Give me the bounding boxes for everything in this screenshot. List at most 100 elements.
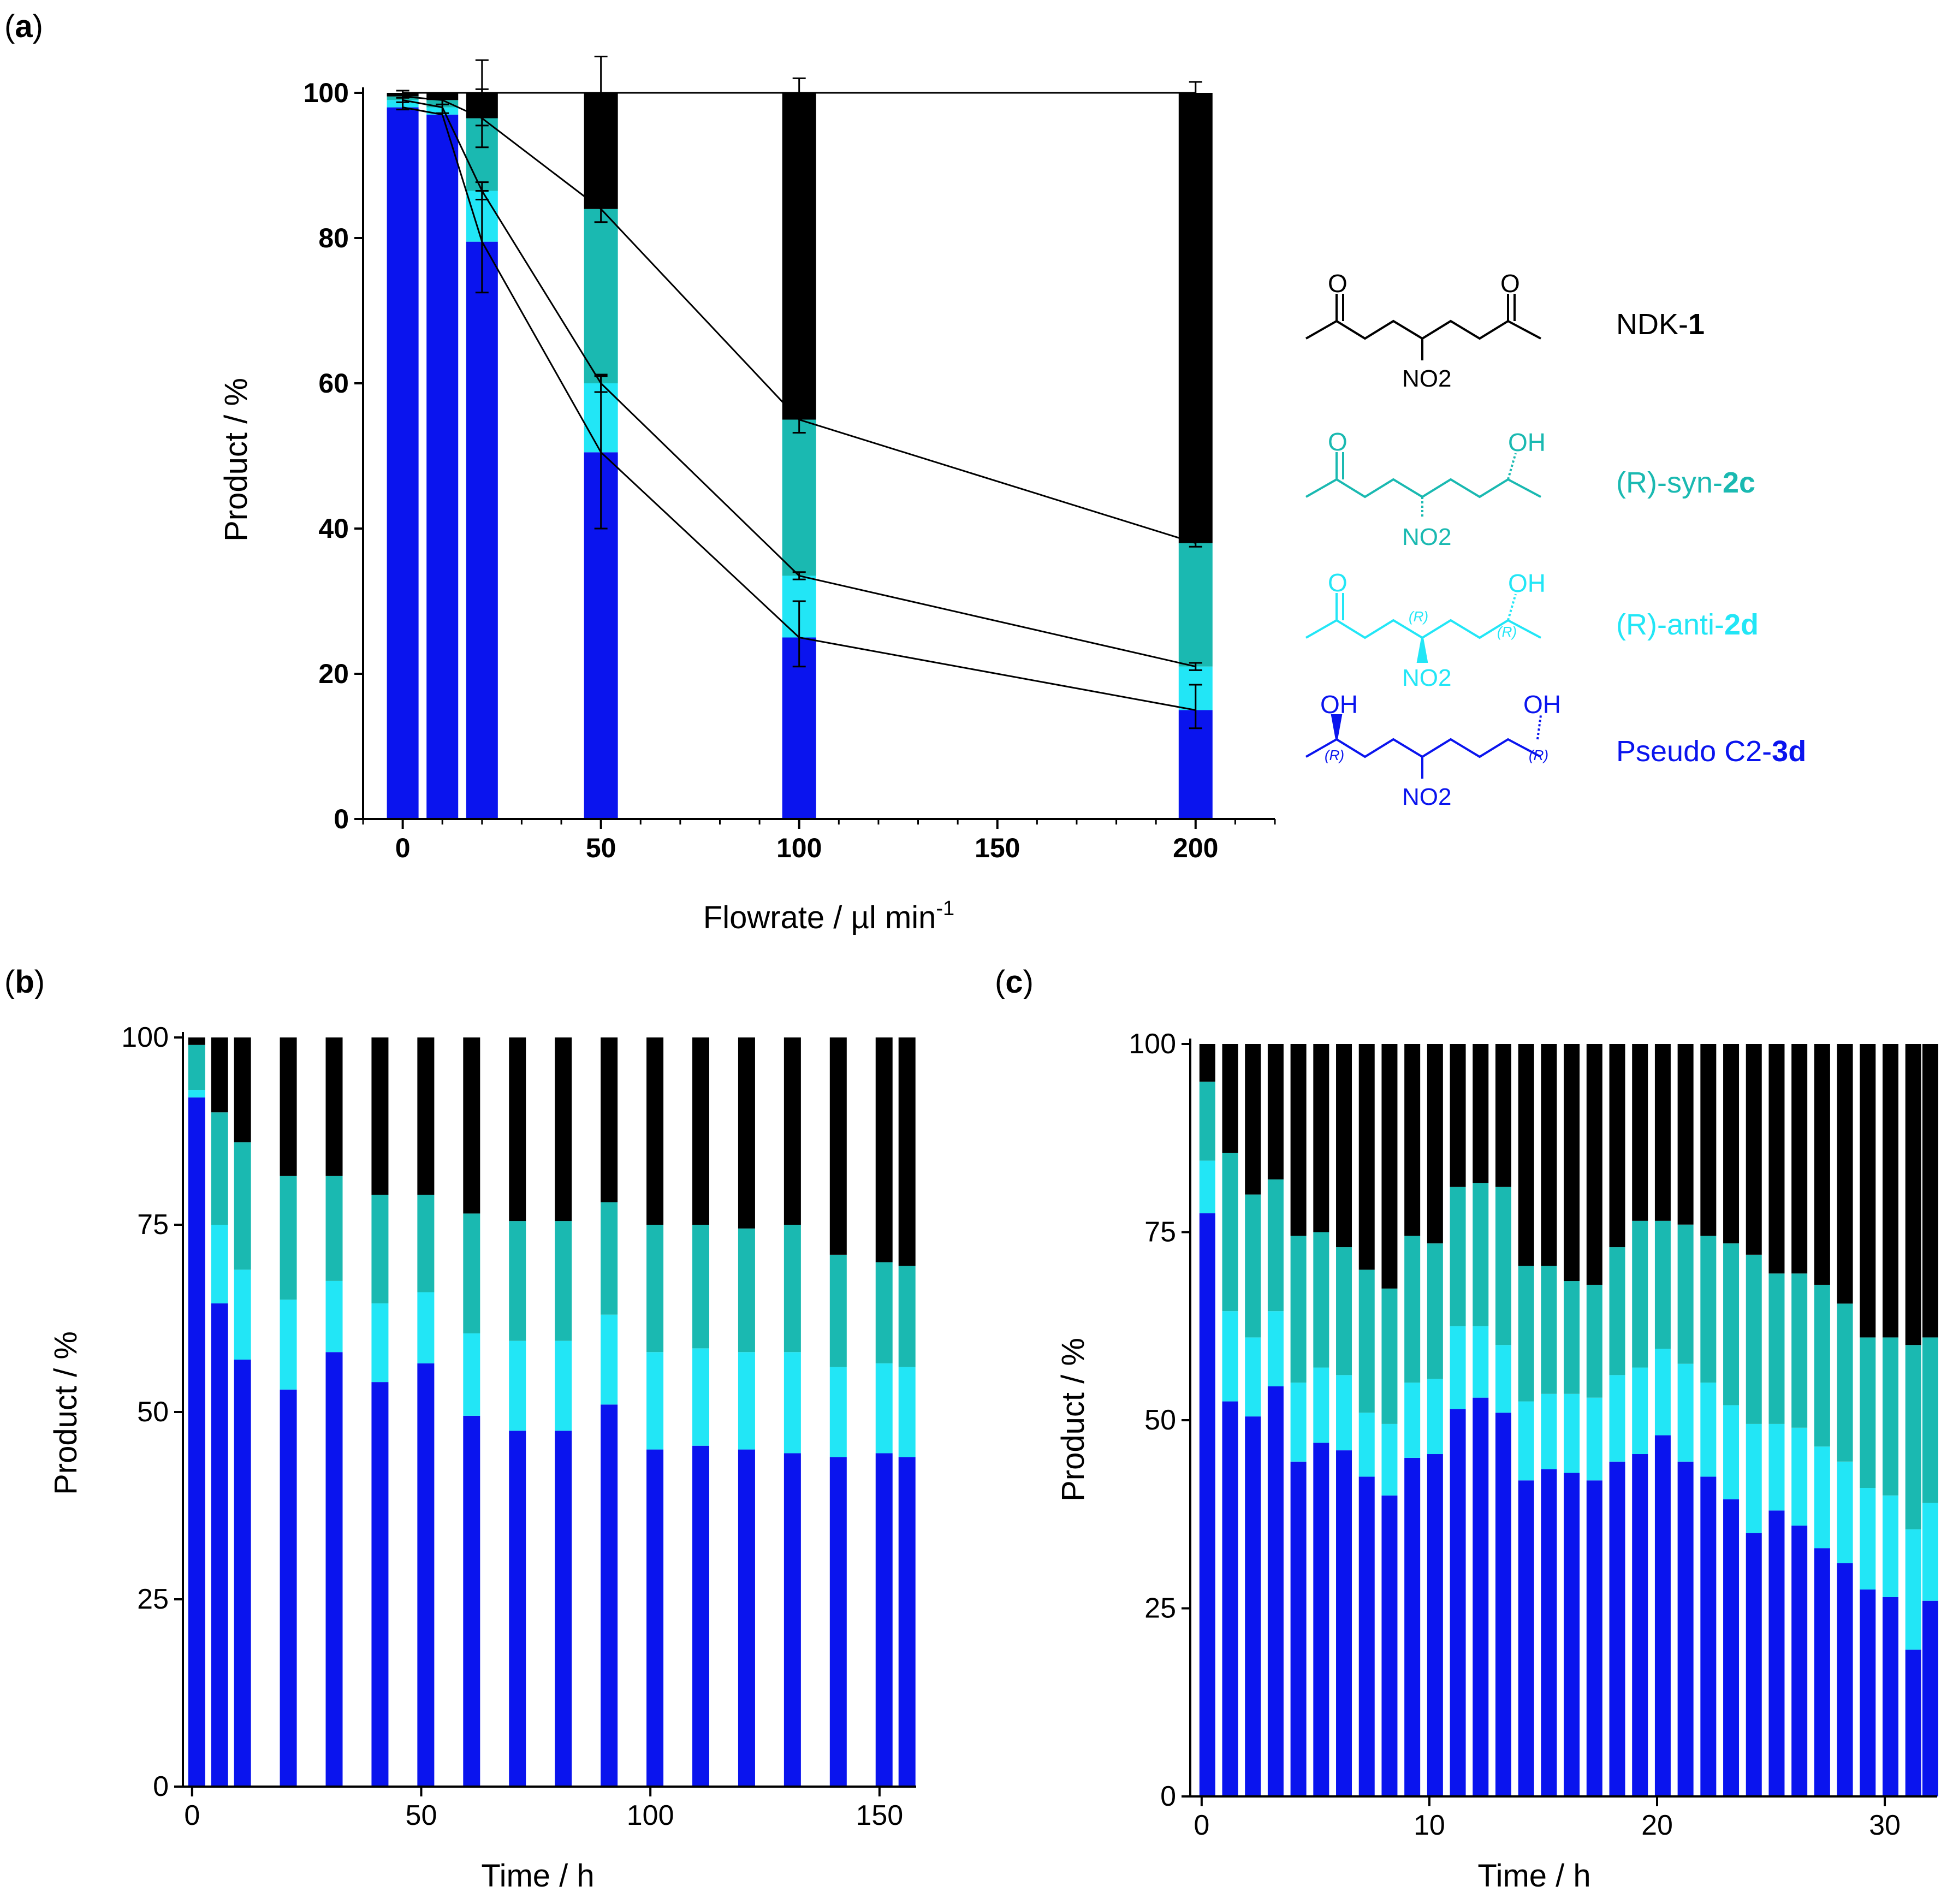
bar-b-pseudo-c2-3d-5 bbox=[371, 1382, 389, 1787]
y-tick-label-c-100: 100 bbox=[1129, 1028, 1176, 1060]
x-tick-label-c-30: 30 bbox=[1869, 1810, 1901, 1841]
bar-c--r-anti-2d-5 bbox=[1313, 1367, 1329, 1443]
bar-b--r-anti-2d-2 bbox=[234, 1270, 251, 1360]
bar-c--r-anti-2d-29 bbox=[1860, 1488, 1876, 1590]
bar-a-ndk-1-5 bbox=[1178, 93, 1213, 543]
axes-c: 0 25 50 75 100 0 10 20 30 bbox=[1129, 1028, 1937, 1841]
bar-b--r-syn-2c-16 bbox=[875, 1262, 893, 1363]
y-tick-label-a-40: 40 bbox=[318, 513, 349, 544]
bar-c-ndk-1-7 bbox=[1358, 1044, 1375, 1270]
bar-b-pseudo-c2-3d-6 bbox=[417, 1363, 435, 1787]
bar-b--r-anti-2d-4 bbox=[325, 1280, 343, 1353]
y-tick-label-b-100: 100 bbox=[121, 1022, 169, 1053]
bar-b--r-syn-2c-11 bbox=[646, 1225, 664, 1353]
bar-b--r-syn-2c-13 bbox=[738, 1228, 755, 1353]
bar-b-pseudo-c2-3d-11 bbox=[646, 1449, 664, 1787]
bar-b--r-anti-2d-6 bbox=[417, 1292, 435, 1363]
bar-c-ndk-1-16 bbox=[1564, 1044, 1580, 1282]
bar-c--r-anti-2d-9 bbox=[1404, 1383, 1421, 1458]
bars-c bbox=[1199, 1044, 1938, 1796]
x-tick-label-b-150: 150 bbox=[856, 1800, 903, 1831]
bar-b-ndk-1-7 bbox=[463, 1037, 480, 1214]
chart-flowrate: 0 20 40 60 80 100 0 50 100 150 200 Flowrate / µl m… bbox=[218, 56, 1276, 935]
bar-b-ndk-1-2 bbox=[234, 1037, 251, 1143]
bar-c-ndk-1-19 bbox=[1632, 1044, 1648, 1221]
bar-b-pseudo-c2-3d-10 bbox=[601, 1404, 618, 1787]
bar-b--r-anti-2d-11 bbox=[646, 1352, 664, 1450]
x-tick-label-a-50: 50 bbox=[586, 833, 616, 863]
bar-c--r-syn-2c-29 bbox=[1860, 1337, 1876, 1488]
panel-label-b: (b) bbox=[4, 964, 45, 1000]
bar-c-ndk-1-17 bbox=[1586, 1044, 1602, 1285]
bar-b--r-syn-2c-5 bbox=[371, 1195, 389, 1304]
bar-c--r-syn-2c-21 bbox=[1677, 1224, 1694, 1364]
bar-a-pseudo-c2-3d-0 bbox=[387, 107, 419, 820]
bar-c--r-syn-2c-24 bbox=[1746, 1254, 1762, 1424]
bar-c-ndk-1-10 bbox=[1427, 1044, 1443, 1244]
legend-entry-syn: O OH NO2 (R)-syn-2c bbox=[1305, 428, 1755, 550]
bar-c--r-anti-2d-31 bbox=[1905, 1529, 1921, 1650]
bar-c--r-syn-2c-3 bbox=[1267, 1179, 1284, 1312]
bar-b-ndk-1-3 bbox=[280, 1037, 297, 1176]
bar-c-pseudo-c2-3d-5 bbox=[1313, 1443, 1329, 1796]
bar-b--r-syn-2c-8 bbox=[509, 1221, 526, 1341]
bar-b--r-syn-2c-2 bbox=[234, 1142, 251, 1270]
y-tick-label-a-80: 80 bbox=[318, 223, 349, 253]
bar-c-ndk-1-13 bbox=[1495, 1044, 1511, 1187]
bar-c--r-anti-2d-3 bbox=[1267, 1311, 1284, 1386]
bar-c-ndk-1-0 bbox=[1199, 1044, 1215, 1082]
bar-c-pseudo-c2-3d-4 bbox=[1290, 1461, 1307, 1796]
bar-c--r-anti-2d-0 bbox=[1199, 1160, 1215, 1214]
pseudo-r2: (R) bbox=[1529, 747, 1548, 763]
anti-o1: O bbox=[1328, 568, 1348, 597]
bar-c--r-anti-2d-12 bbox=[1473, 1326, 1489, 1398]
bar-c-ndk-1-31 bbox=[1905, 1044, 1921, 1345]
bar-b-pseudo-c2-3d-14 bbox=[783, 1453, 801, 1787]
bar-b--r-syn-2c-12 bbox=[692, 1225, 709, 1349]
bar-c--r-anti-2d-2 bbox=[1245, 1337, 1261, 1417]
pseudo-r1: (R) bbox=[1325, 747, 1344, 763]
bar-b--r-syn-2c-9 bbox=[555, 1221, 572, 1341]
bar-c-pseudo-c2-3d-2 bbox=[1245, 1416, 1261, 1796]
bar-c-pseudo-c2-3d-3 bbox=[1267, 1386, 1284, 1796]
bar-c--r-anti-2d-7 bbox=[1358, 1413, 1375, 1477]
bar-c--r-anti-2d-11 bbox=[1450, 1326, 1466, 1409]
bar-c-pseudo-c2-3d-1 bbox=[1222, 1401, 1238, 1796]
bar-c-ndk-1-8 bbox=[1381, 1044, 1398, 1289]
bar-b--r-anti-2d-13 bbox=[738, 1352, 755, 1450]
bar-b-pseudo-c2-3d-7 bbox=[463, 1415, 480, 1787]
chart-time-long: 0 25 50 75 100 0 50 100 150 Time / h Product / % bbox=[48, 1022, 916, 1894]
bar-a-pseudo-c2-3d-4 bbox=[782, 637, 816, 819]
y-tick-label-c-0: 0 bbox=[1160, 1781, 1176, 1812]
bar-b-ndk-1-13 bbox=[738, 1037, 755, 1229]
bar-c--r-syn-2c-1 bbox=[1222, 1153, 1238, 1312]
bar-c--r-syn-2c-16 bbox=[1564, 1281, 1580, 1394]
bar-b-pseudo-c2-3d-17 bbox=[898, 1457, 916, 1787]
bar-c-ndk-1-15 bbox=[1541, 1044, 1557, 1266]
bar-c--r-syn-2c-8 bbox=[1381, 1288, 1398, 1424]
bar-c--r-syn-2c-5 bbox=[1313, 1232, 1329, 1368]
bar-b-ndk-1-0 bbox=[188, 1037, 205, 1045]
bar-b--r-syn-2c-7 bbox=[463, 1213, 480, 1333]
bar-c--r-syn-2c-27 bbox=[1814, 1284, 1830, 1447]
bar-c--r-anti-2d-17 bbox=[1586, 1397, 1602, 1481]
ylabel-b: Product / % bbox=[48, 1331, 84, 1495]
bar-c--r-syn-2c-15 bbox=[1541, 1266, 1557, 1394]
y-tick-label-a-60: 60 bbox=[318, 368, 349, 399]
x-tick-label-a-100: 100 bbox=[776, 833, 822, 863]
bar-c--r-anti-2d-8 bbox=[1381, 1423, 1398, 1496]
bar-b-pseudo-c2-3d-0 bbox=[188, 1097, 205, 1787]
bar-b-pseudo-c2-3d-12 bbox=[692, 1445, 709, 1787]
bar-c--r-syn-2c-11 bbox=[1450, 1187, 1466, 1326]
bar-c-ndk-1-30 bbox=[1883, 1044, 1898, 1338]
bar-c-ndk-1-20 bbox=[1654, 1044, 1671, 1221]
bar-c--r-anti-2d-19 bbox=[1632, 1367, 1648, 1455]
legend-label-anti: (R)-anti-2d bbox=[1616, 608, 1759, 641]
bar-b--r-syn-2c-17 bbox=[898, 1266, 916, 1367]
bar-c-pseudo-c2-3d-11 bbox=[1450, 1409, 1466, 1796]
y-tick-label-b-50: 50 bbox=[137, 1396, 169, 1428]
anti-r1: (R) bbox=[1409, 608, 1428, 625]
bar-c--r-syn-2c-6 bbox=[1336, 1247, 1352, 1375]
bar-b-ndk-1-10 bbox=[601, 1037, 618, 1202]
bar-a--r-syn-2c-3 bbox=[584, 209, 618, 383]
